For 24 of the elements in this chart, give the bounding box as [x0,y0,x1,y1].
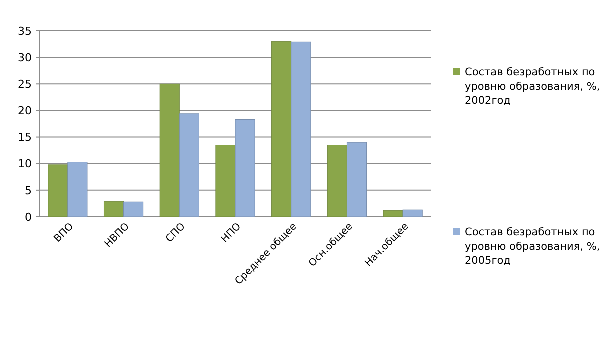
bar [346,142,368,218]
y-tick-label: 35 [18,24,32,38]
y-tick-label: 0 [25,210,32,224]
bar [216,145,236,218]
legend-label: Состав безработных по уровню образования, %, 2005год [465,226,600,268]
bar [179,114,200,218]
y-tick-label: 5 [25,184,32,198]
y-tick-label: 25 [18,78,32,91]
bar [104,201,124,218]
y-tick-label: 30 [18,51,32,64]
y-tick-label: 20 [18,104,32,118]
bar [160,84,180,218]
bar [272,41,292,218]
y-tick-label: 10 [18,158,32,171]
y-tick-label: 15 [18,131,32,144]
bar [124,202,144,218]
bar [291,42,312,218]
bar [402,210,423,218]
bar [327,145,348,218]
bar [68,162,88,218]
bar [383,210,404,218]
legend-label: Состав безработных по уровню образования, %, 2002год [465,66,600,108]
bar [235,120,256,218]
bar [48,164,68,218]
